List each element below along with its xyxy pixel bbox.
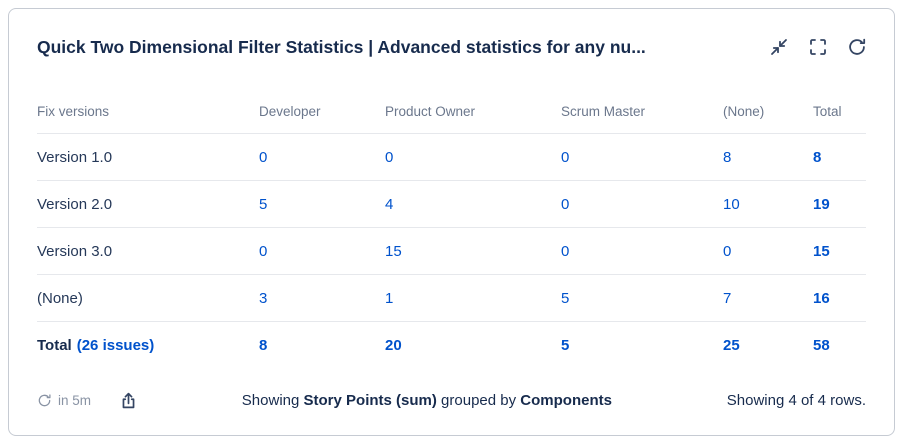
- gadget-footer: in 5m Showing Story Points (sum) grouped…: [37, 378, 866, 422]
- stat-value-link[interactable]: 0: [723, 242, 732, 260]
- stat-value-link[interactable]: 0: [385, 148, 394, 166]
- grand-total-link[interactable]: 58: [813, 336, 830, 354]
- stat-value-link[interactable]: 4: [385, 195, 394, 213]
- stat-value-link[interactable]: 5: [561, 289, 570, 307]
- auto-refresh-countdown[interactable]: in 5m: [37, 393, 91, 408]
- stat-value-link[interactable]: 10: [723, 195, 740, 213]
- gadget-title: Quick Two Dimensional Filter Statistics …: [37, 37, 646, 57]
- stat-value-link[interactable]: 7: [723, 289, 732, 307]
- summary-text: Showing Story Points (sum) grouped by Co…: [139, 392, 715, 409]
- stat-value-link[interactable]: 0: [561, 148, 570, 166]
- row-total-link[interactable]: 16: [813, 289, 830, 307]
- total-issues-link[interactable]: (26 issues): [76, 336, 155, 354]
- stat-value-link[interactable]: 8: [723, 148, 732, 166]
- column-total-link[interactable]: 5: [561, 336, 570, 354]
- column-total-link[interactable]: 8: [259, 336, 268, 354]
- fullscreen-icon[interactable]: [807, 36, 829, 58]
- statistics-table: Fix versions Developer Product Owner Scr…: [37, 89, 866, 368]
- row-label: Version 2.0: [37, 195, 113, 213]
- stat-value-link[interactable]: 3: [259, 289, 268, 307]
- column-header-fix-versions: Fix versions: [37, 103, 110, 119]
- refresh-small-icon: [38, 393, 51, 406]
- gadget-header: Quick Two Dimensional Filter Statistics …: [9, 9, 894, 59]
- column-header-developer: Developer: [259, 103, 321, 119]
- stat-value-link[interactable]: 5: [259, 195, 268, 213]
- column-total-link[interactable]: 25: [723, 336, 740, 354]
- stat-value-link[interactable]: 15: [385, 242, 402, 260]
- rows-count-info: Showing 4 of 4 rows.: [726, 391, 866, 409]
- stat-value-link[interactable]: 0: [561, 242, 570, 260]
- total-row-label-cell: Total (26 issues): [37, 337, 259, 354]
- summary-middle: grouped by: [436, 391, 521, 409]
- row-total-link[interactable]: 15: [813, 242, 830, 260]
- column-header-total: Total: [813, 103, 842, 119]
- row-label: Version 1.0: [37, 148, 113, 166]
- summary-group: Components: [520, 391, 612, 409]
- table-row: (None) 3 1 5 7 16: [37, 274, 866, 321]
- table-row: Version 3.0 0 15 0 0 15: [37, 227, 866, 274]
- gadget-card: Quick Two Dimensional Filter Statistics …: [8, 8, 895, 436]
- total-label: Total: [37, 336, 72, 354]
- column-header-none: (None): [723, 103, 765, 119]
- summary-metric: Story Points (sum): [303, 391, 437, 409]
- stat-value-link[interactable]: 1: [385, 289, 394, 307]
- summary-prefix: Showing: [241, 391, 304, 409]
- table-row: Version 1.0 0 0 0 8 8: [37, 133, 866, 180]
- row-total-link[interactable]: 19: [813, 195, 830, 213]
- row-label: (None): [37, 289, 83, 307]
- column-total-link[interactable]: 20: [385, 336, 402, 354]
- table-row: Version 2.0 5 4 0 10 19: [37, 180, 866, 227]
- collapse-icon[interactable]: [768, 36, 790, 58]
- gadget-header-actions: [768, 36, 868, 58]
- column-header-product-owner: Product Owner: [385, 103, 476, 119]
- row-label: Version 3.0: [37, 242, 113, 260]
- refresh-countdown-label: in 5m: [58, 392, 92, 408]
- export-icon[interactable]: [117, 389, 139, 411]
- column-header-scrum-master: Scrum Master: [561, 103, 646, 119]
- refresh-icon[interactable]: [846, 36, 868, 58]
- stat-value-link[interactable]: 0: [561, 195, 570, 213]
- total-row: Total (26 issues) 8 20 5 25 58: [37, 321, 866, 368]
- row-total-link[interactable]: 8: [813, 148, 822, 166]
- table-header-row: Fix versions Developer Product Owner Scr…: [37, 89, 866, 133]
- stat-value-link[interactable]: 0: [259, 242, 268, 260]
- stat-value-link[interactable]: 0: [259, 148, 268, 166]
